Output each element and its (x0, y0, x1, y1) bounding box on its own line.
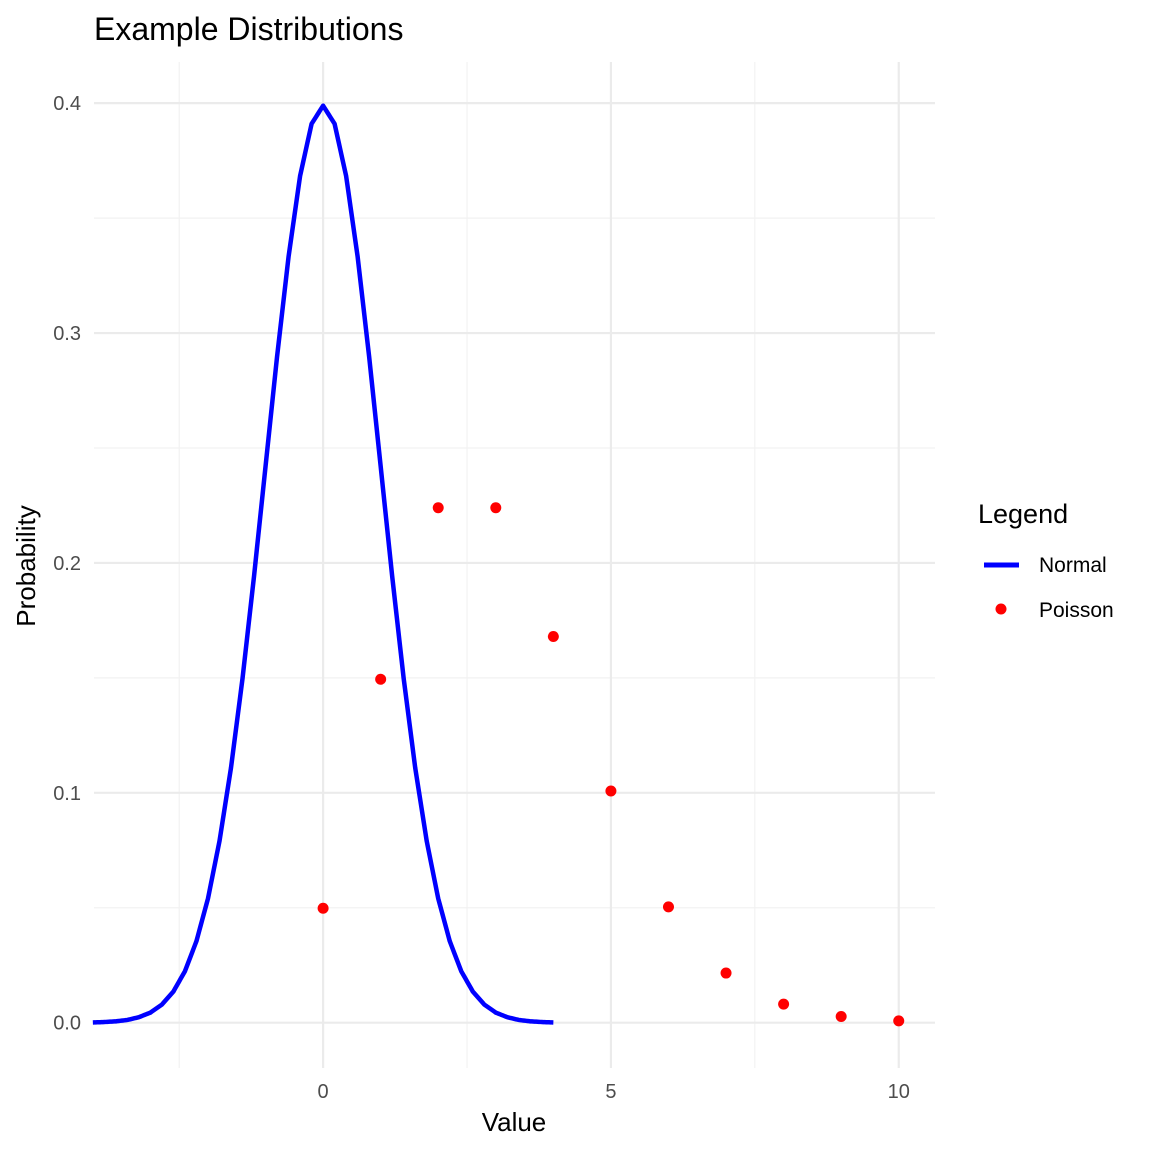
x-tick-label: 0 (318, 1081, 329, 1103)
x-tick-label: 5 (605, 1081, 616, 1103)
data-point-poisson (662, 901, 674, 913)
chart-title: Example Distributions (94, 11, 403, 47)
data-point-poisson (605, 785, 617, 797)
y-tick-label: 0.1 (53, 783, 81, 805)
data-point-poisson (490, 502, 502, 514)
plot-area (92, 103, 905, 1027)
tick-labels: 0.0 0.1 0.2 0.3 0.4 0 5 10 (53, 93, 910, 1103)
y-axis-title: Probability (11, 505, 41, 626)
series-line-normal (92, 103, 555, 1025)
legend-label-normal: Normal (1039, 554, 1107, 577)
data-point-poisson (375, 673, 387, 685)
legend-title: Legend (978, 499, 1068, 529)
legend: Legend Normal Poisson (978, 499, 1114, 622)
data-point-poisson (547, 630, 559, 642)
data-point-poisson (317, 902, 329, 914)
x-tick-label: 10 (888, 1081, 910, 1103)
data-point-poisson (432, 502, 444, 514)
x-axis-title: Value (482, 1107, 547, 1137)
data-point-poisson (893, 1015, 905, 1027)
y-tick-label: 0.3 (53, 323, 81, 345)
data-point-poisson (720, 967, 732, 979)
y-tick-label: 0.0 (53, 1013, 81, 1035)
y-tick-label: 0.2 (53, 553, 81, 575)
legend-label-poisson: Poisson (1039, 599, 1114, 622)
legend-key-poisson (995, 603, 1007, 615)
data-point-poisson (778, 998, 790, 1010)
y-tick-label: 0.4 (53, 93, 81, 115)
grid (94, 62, 935, 1068)
data-point-poisson (835, 1011, 847, 1023)
